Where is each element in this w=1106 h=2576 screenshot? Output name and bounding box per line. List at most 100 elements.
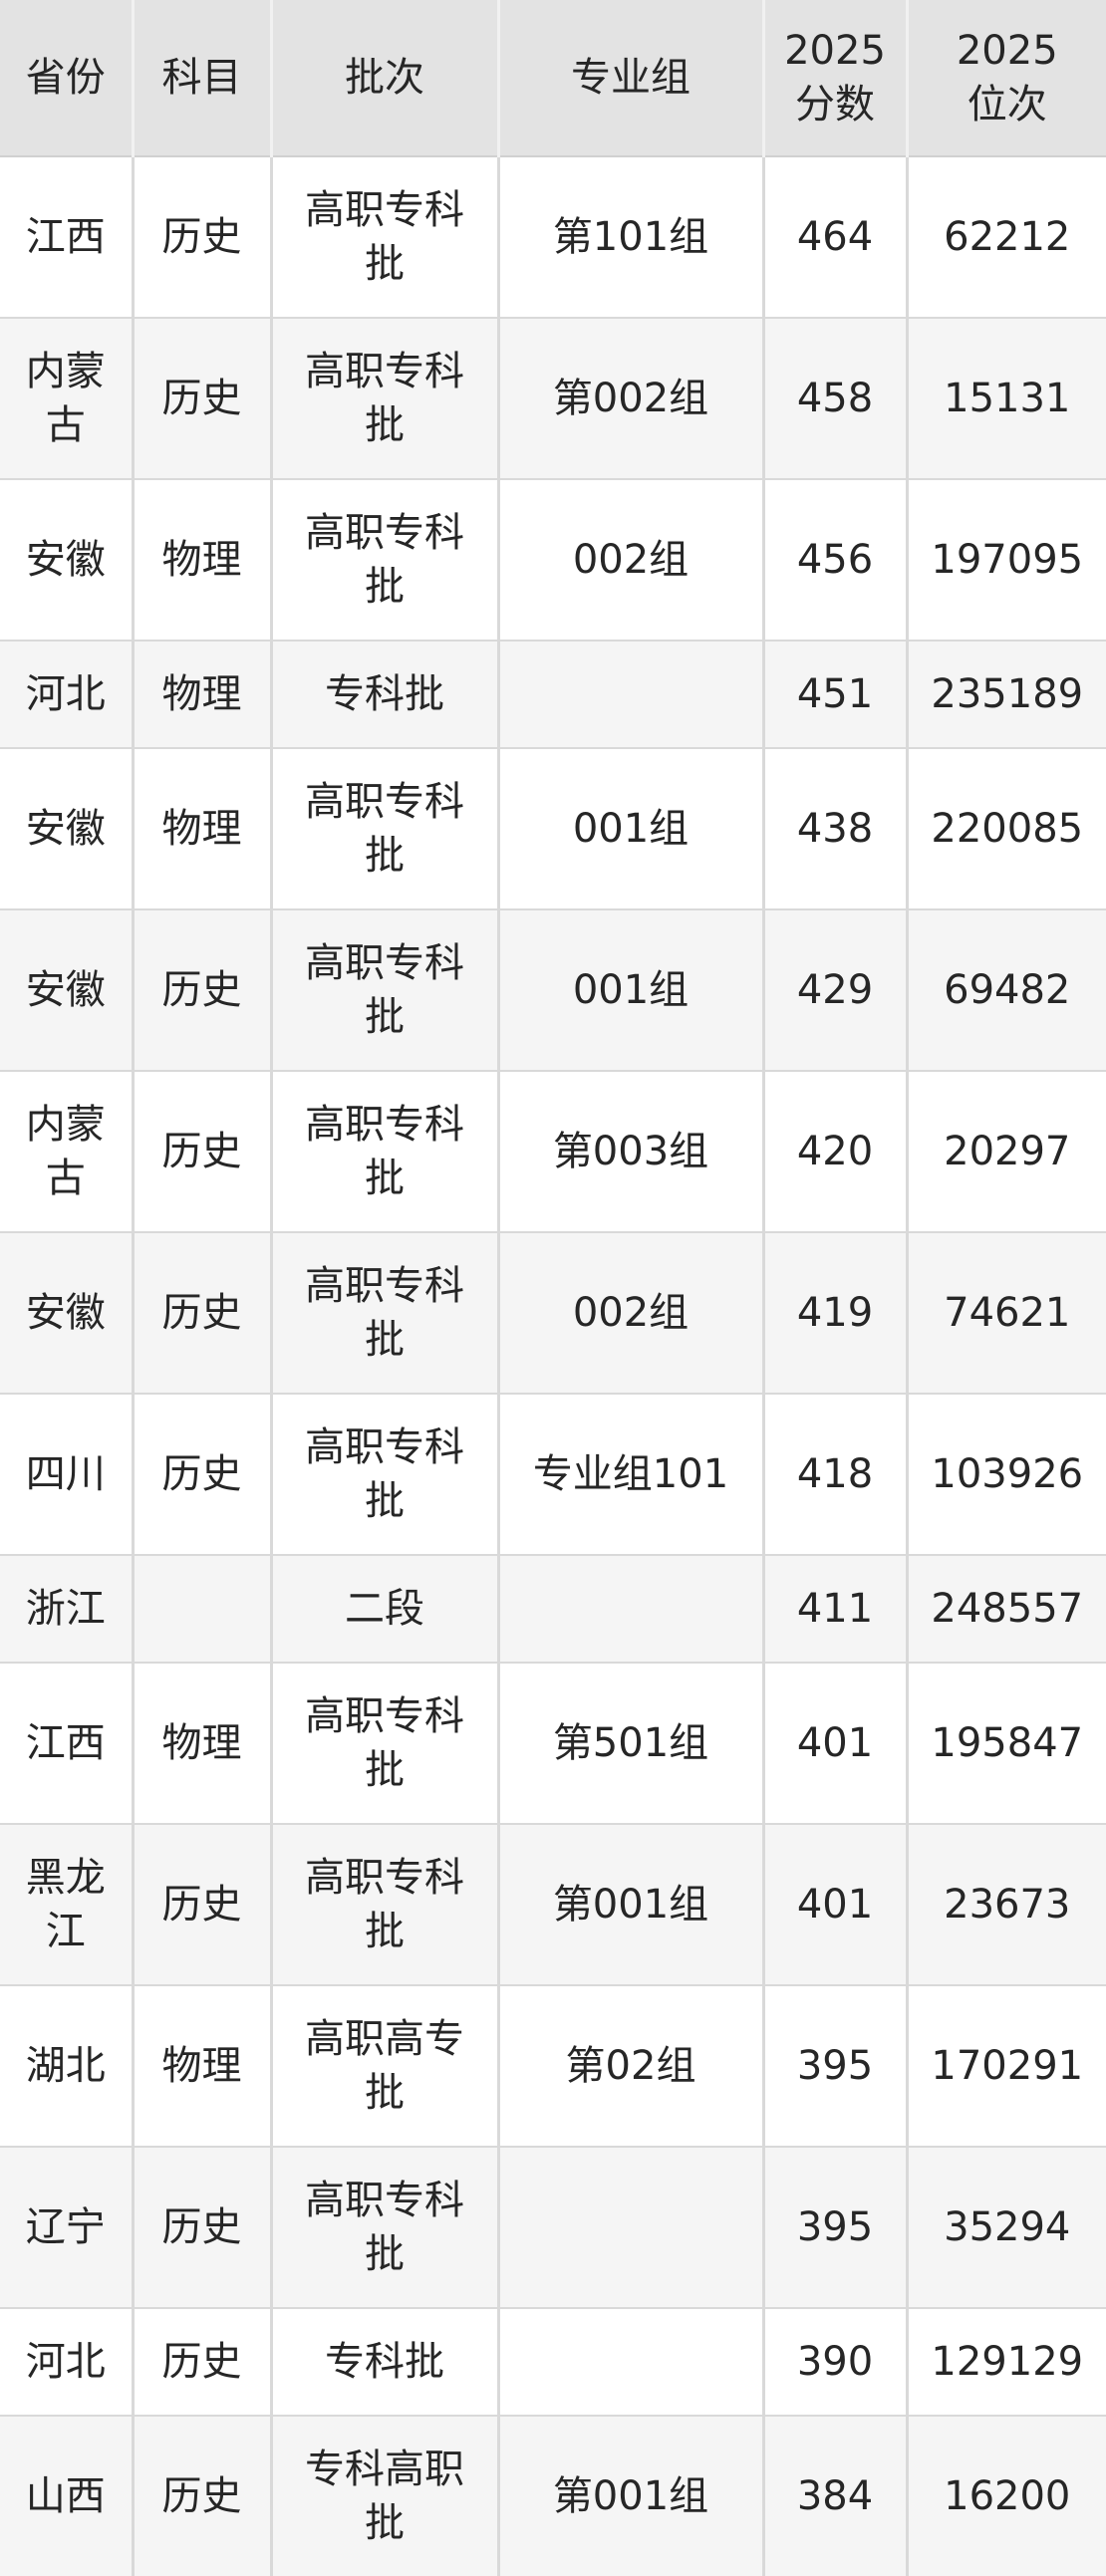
cell-province: 山西	[0, 2416, 135, 2576]
cell-rank: 197095	[907, 479, 1106, 642]
cell-subject: 历史	[133, 318, 273, 480]
cell-rank: 62212	[907, 156, 1106, 319]
cell-score: 390	[763, 2308, 909, 2417]
cell-province: 湖北	[0, 1985, 135, 2148]
cell-province: 河北	[0, 641, 135, 749]
cell-score: 438	[763, 748, 909, 910]
cell-group	[498, 1555, 765, 1664]
cell-rank: 170291	[907, 1985, 1106, 2148]
column-header-group: 专业组	[498, 0, 765, 157]
column-header-subject: 科目	[133, 0, 273, 157]
cell-subject	[133, 1555, 273, 1664]
cell-batch: 高职高专 批	[271, 1985, 500, 2148]
cell-batch: 二段	[271, 1555, 500, 1664]
cell-subject: 物理	[133, 641, 273, 749]
table-header: 省份 科目 批次 专业组 2025 分数 2025 位次	[0, 0, 1106, 157]
table-row: 辽宁 历史 高职专科 批 395 35294	[0, 2147, 1106, 2309]
cell-score: 395	[763, 1985, 909, 2148]
cell-group: 第001组	[498, 2416, 765, 2576]
cell-rank: 74621	[907, 1232, 1106, 1395]
cell-group: 001组	[498, 748, 765, 910]
cell-rank: 103926	[907, 1394, 1106, 1556]
cell-subject: 物理	[133, 1663, 273, 1825]
cell-rank: 35294	[907, 2147, 1106, 2309]
cell-province: 江西	[0, 1663, 135, 1825]
cell-province: 黑龙 江	[0, 1824, 135, 1986]
table-row: 河北 物理 专科批 451 235189	[0, 641, 1106, 749]
cell-subject: 历史	[133, 1232, 273, 1395]
cell-province: 安徽	[0, 909, 135, 1072]
table-row: 安徽 物理 高职专科 批 001组 438 220085	[0, 748, 1106, 910]
cell-rank: 235189	[907, 641, 1106, 749]
cell-score: 464	[763, 156, 909, 319]
cell-batch: 高职专科 批	[271, 1394, 500, 1556]
cell-group: 第101组	[498, 156, 765, 319]
cell-score: 411	[763, 1555, 909, 1664]
cell-group: 第003组	[498, 1071, 765, 1233]
cell-score: 456	[763, 479, 909, 642]
table-row: 内蒙 古历史 高职专科 批第002组 458 15131	[0, 318, 1106, 480]
cell-province: 安徽	[0, 1232, 135, 1395]
cell-province: 河北	[0, 2308, 135, 2417]
cell-subject: 物理	[133, 479, 273, 642]
cell-group: 002组	[498, 479, 765, 642]
table-row: 四川 历史 高职专科 批专业组101 418 103926	[0, 1394, 1106, 1556]
cell-score: 429	[763, 909, 909, 1072]
cell-group	[498, 2308, 765, 2417]
cell-rank: 248557	[907, 1555, 1106, 1664]
table-row: 安徽 历史 高职专科 批 001组 429 69482	[0, 909, 1106, 1072]
cell-score: 418	[763, 1394, 909, 1556]
cell-subject: 历史	[133, 1394, 273, 1556]
cell-group: 专业组101	[498, 1394, 765, 1556]
cell-group: 第002组	[498, 318, 765, 480]
cell-group: 002组	[498, 1232, 765, 1395]
cell-batch: 专科高职 批	[271, 2416, 500, 2576]
table-row: 安徽 物理 高职专科 批 002组 456 197095	[0, 479, 1106, 642]
cell-batch: 高职专科 批	[271, 1824, 500, 1986]
table-row: 内蒙 古历史 高职专科 批第003组 420 20297	[0, 1071, 1106, 1233]
cell-group	[498, 2147, 765, 2309]
cell-batch: 专科批	[271, 641, 500, 749]
cell-score: 395	[763, 2147, 909, 2309]
cell-batch: 高职专科 批	[271, 2147, 500, 2309]
table-body: 江西 历史 高职专科 批第101组 464 62212 内蒙 古历史 高职专科 批第002组…	[0, 156, 1106, 2576]
cell-province: 浙江	[0, 1555, 135, 1664]
cell-batch: 高职专科 批	[271, 318, 500, 480]
cell-province: 内蒙 古	[0, 1071, 135, 1233]
cell-subject: 历史	[133, 2147, 273, 2309]
table-row: 山西 历史 专科高职 批第001组 384 16200	[0, 2416, 1106, 2576]
cell-group: 第501组	[498, 1663, 765, 1825]
cell-subject: 历史	[133, 1824, 273, 1986]
cell-batch: 高职专科 批	[271, 909, 500, 1072]
cell-batch: 高职专科 批	[271, 156, 500, 319]
cell-group	[498, 641, 765, 749]
column-header-rank-2025: 2025 位次	[907, 0, 1106, 157]
cell-score: 401	[763, 1824, 909, 1986]
cell-rank: 195847	[907, 1663, 1106, 1825]
cell-group: 001组	[498, 909, 765, 1072]
cell-rank: 15131	[907, 318, 1106, 480]
cell-score: 384	[763, 2416, 909, 2576]
cell-batch: 高职专科 批	[271, 1663, 500, 1825]
cell-rank: 20297	[907, 1071, 1106, 1233]
cell-batch: 高职专科 批	[271, 1232, 500, 1395]
cell-group: 第02组	[498, 1985, 765, 2148]
cell-province: 安徽	[0, 748, 135, 910]
table-row: 湖北 物理 高职高专 批第02组 395 170291	[0, 1985, 1106, 2148]
cell-province: 四川	[0, 1394, 135, 1556]
cell-score: 420	[763, 1071, 909, 1233]
table-row: 江西 物理 高职专科 批第501组 401 195847	[0, 1663, 1106, 1825]
table-row: 安徽 历史 高职专科 批 002组 419 74621	[0, 1232, 1106, 1395]
cell-rank: 16200	[907, 2416, 1106, 2576]
table-row: 黑龙 江历史 高职专科 批第001组 401 23673	[0, 1824, 1106, 1986]
cell-subject: 历史	[133, 156, 273, 319]
table-row: 江西 历史 高职专科 批第101组 464 62212	[0, 156, 1106, 319]
cell-score: 451	[763, 641, 909, 749]
cell-subject: 物理	[133, 748, 273, 910]
cell-rank: 69482	[907, 909, 1106, 1072]
table-header-row: 省份 科目 批次 专业组 2025 分数 2025 位次	[0, 0, 1106, 157]
cell-province: 安徽	[0, 479, 135, 642]
cell-rank: 220085	[907, 748, 1106, 910]
cell-batch: 高职专科 批	[271, 479, 500, 642]
